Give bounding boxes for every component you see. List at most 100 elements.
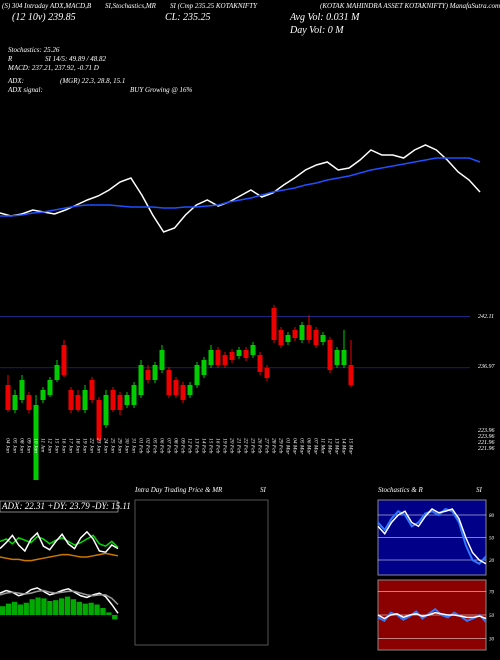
histogram-bar <box>82 603 88 615</box>
histogram-bar <box>47 601 53 615</box>
x-tick-label: 30 Jan <box>124 437 130 453</box>
indicator-line <box>0 144 481 233</box>
x-tick-label: 08 Jan <box>19 438 25 453</box>
x-tick-label: 28 Feb <box>271 438 277 454</box>
candle-body <box>348 365 354 385</box>
histogram-bar <box>112 615 118 620</box>
level-label: 236.97 <box>478 364 496 370</box>
indicator-line <box>0 534 119 548</box>
x-tick-label: 13 Mar <box>334 438 340 455</box>
candle-body <box>313 330 319 345</box>
intraday-panel <box>134 499 269 646</box>
x-tick-label: 15 Feb <box>208 438 214 454</box>
candle-body <box>334 350 340 365</box>
candle-body <box>5 385 11 410</box>
x-tick-label: 06 Feb <box>159 438 165 454</box>
histogram-bar <box>64 596 71 615</box>
candle-body <box>47 380 53 395</box>
x-tick-label: 04 Jan <box>5 438 12 453</box>
close-label: CL: 235.25 <box>165 12 211 23</box>
candle-body <box>159 350 165 370</box>
annotation-box <box>0 500 119 513</box>
indicator-line <box>377 611 487 620</box>
x-tick-label: 12 Jan <box>47 438 53 453</box>
annotation: ADX: 22.31 +DY: 23.79 -DY: 15.11 <box>1 501 131 511</box>
histogram-bar <box>59 598 65 615</box>
header-text: SI (Cmp 235.25 KOTAKNIFTY <box>170 2 258 10</box>
level-label: 242.11 <box>478 313 494 320</box>
day-volume: Day Vol: 0 M <box>289 25 344 36</box>
indicator-line <box>0 157 481 217</box>
x-tick-label: 12 Mar <box>327 438 333 455</box>
candle-body <box>33 405 39 480</box>
candle-body <box>89 380 95 400</box>
header-text: (S) 304 Intraday ADX,MACD,B <box>2 2 92 10</box>
level-label: 223.96 <box>478 434 495 440</box>
x-tick-label: 11 Mar <box>320 438 326 455</box>
x-tick-label: 20 Feb <box>229 438 235 454</box>
x-tick-label: 05 Mar <box>299 438 305 455</box>
candle-body <box>110 390 116 410</box>
indicator-text: SI 14/5: 49.89 / 48.82 <box>45 55 107 63</box>
x-tick-label: 29 Feb <box>278 438 284 454</box>
candle-body <box>215 350 221 365</box>
histogram-bar <box>88 602 94 615</box>
x-tick-label: 15 Mar <box>348 438 354 455</box>
x-tick-label: 14 Mar <box>341 438 348 455</box>
histogram-bar <box>23 602 29 615</box>
candle-body <box>145 370 151 380</box>
indicator-line <box>377 507 487 566</box>
x-tick-label: 31 Jan <box>131 437 137 453</box>
histogram-bar <box>29 599 35 615</box>
candle-body <box>271 308 277 340</box>
header-text: SI,Stochastics,MR <box>105 2 157 10</box>
x-tick-label: 01 Feb <box>138 438 144 454</box>
x-tick-label: 21 Feb <box>236 438 242 454</box>
histogram-bar <box>53 600 59 615</box>
avg-volume: Avg Vol: 0.031 M <box>289 12 360 23</box>
adx-text: ADX: <box>7 77 24 85</box>
x-tick-label: 07 Mar <box>313 438 319 455</box>
histogram-bar <box>100 608 106 615</box>
candle-body <box>320 335 326 342</box>
candle-body <box>222 355 228 365</box>
x-tick-label: 22 Jan <box>89 438 95 453</box>
panel-title: Intra Day Trading Price & MR <box>134 486 223 494</box>
adx-text: (MGR) 22.3, 28.8, 15.1 <box>60 77 125 85</box>
x-tick-label: 16 Jan <box>61 438 67 453</box>
x-tick-label: 07 Feb <box>166 438 172 454</box>
header-text: (12 10v) 239.85 <box>12 12 76 23</box>
level-label: 221.96 <box>478 446 495 452</box>
candle-body <box>138 365 144 395</box>
stoch-text: Stochastics: 25.26 <box>8 46 60 54</box>
x-tick-label: 29 Jan <box>117 438 123 453</box>
candle-body <box>61 345 67 375</box>
x-tick-label: 11 Jan <box>40 438 46 453</box>
x-tick-label: 02 Feb <box>145 438 151 454</box>
candle-body <box>40 390 46 400</box>
candle-body <box>264 368 270 378</box>
candle-body <box>341 350 347 365</box>
x-tick-label: 25 Jan <box>110 438 116 453</box>
level-label: 223.96 <box>478 428 495 434</box>
candle-body <box>180 385 186 400</box>
x-tick-label: 23 Jan <box>96 438 102 453</box>
x-tick-label: 23 Feb <box>250 438 256 454</box>
candle-body <box>299 325 305 340</box>
candle-body <box>96 400 102 440</box>
x-tick-label: 17 Jan <box>68 438 74 453</box>
y-tick-label: 80 <box>489 514 495 519</box>
x-tick-label: 10 Jan <box>33 438 39 453</box>
histogram-bar <box>5 603 12 615</box>
x-tick-label: 19 Feb <box>222 438 228 454</box>
candle-body <box>12 395 18 410</box>
candle-body <box>278 330 284 345</box>
x-tick-label: 24 Jan <box>103 438 110 453</box>
candle-body <box>292 330 298 338</box>
x-tick-label: 04 Mar <box>292 438 299 455</box>
x-tick-label: 14 Feb <box>201 438 208 454</box>
x-tick-label: 15 Jan <box>54 438 60 453</box>
histogram-bar <box>35 597 41 615</box>
histogram-bar <box>106 612 112 615</box>
